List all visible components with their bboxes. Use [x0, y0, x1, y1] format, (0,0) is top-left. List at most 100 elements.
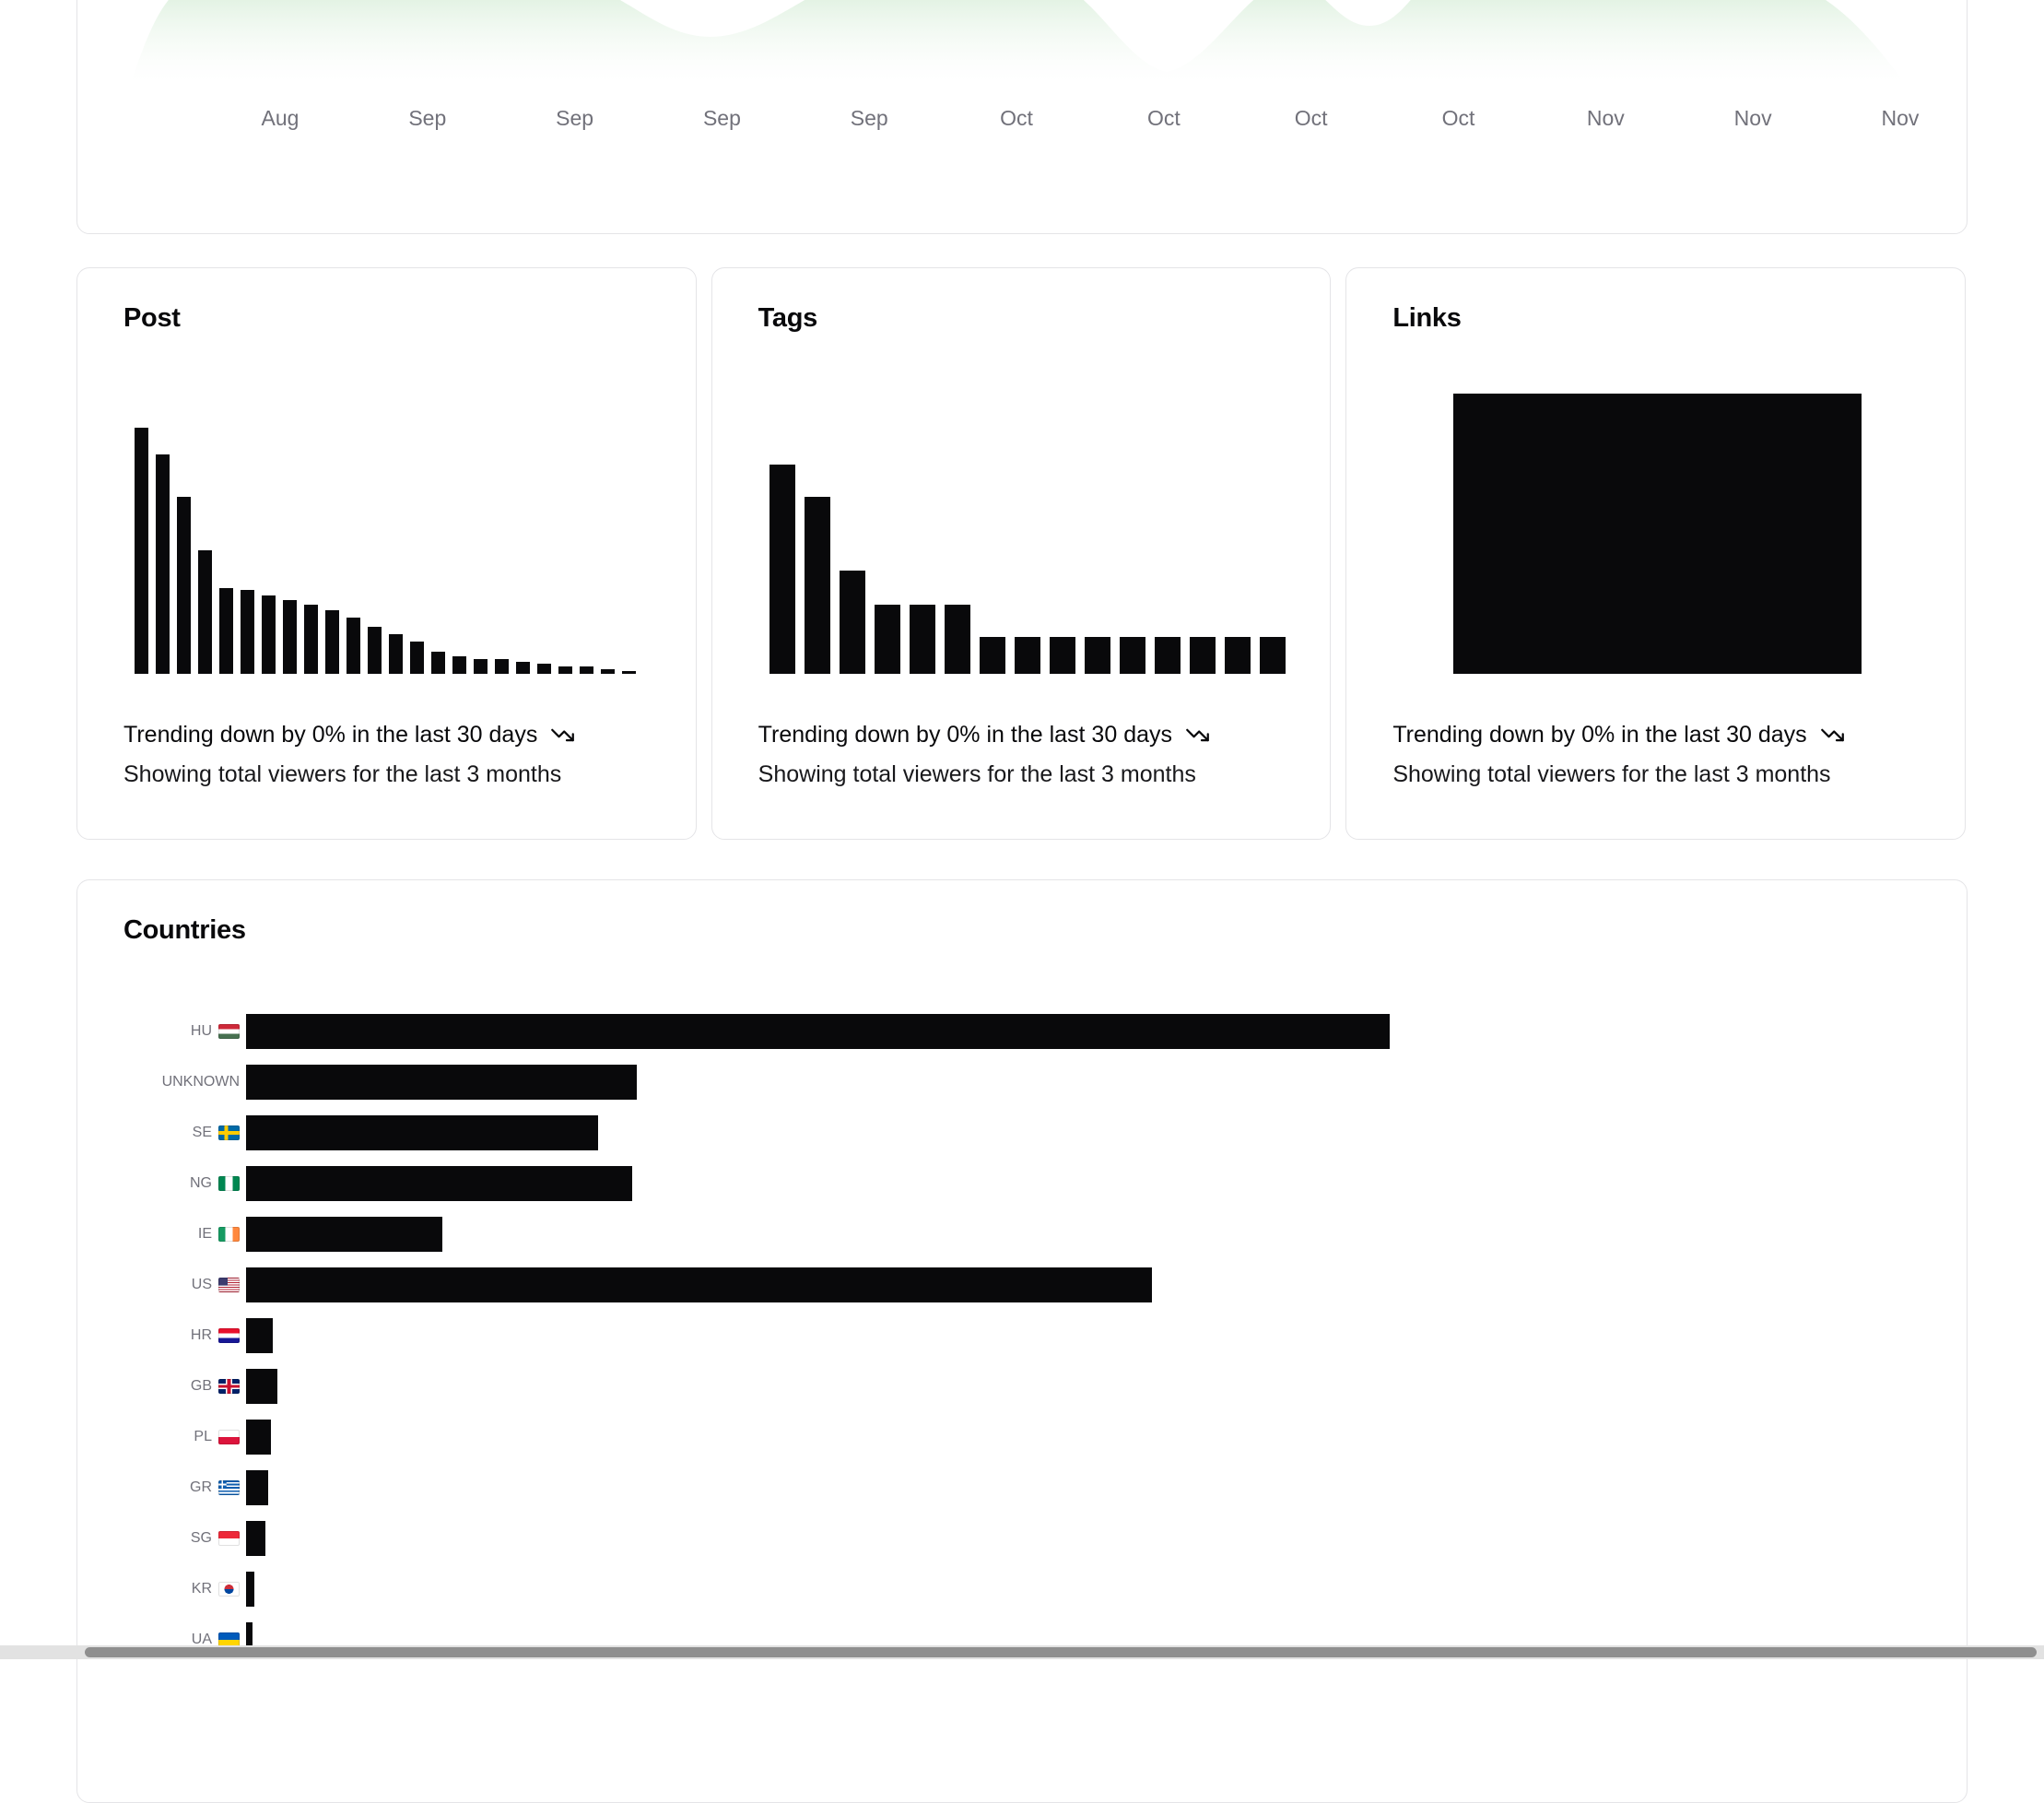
- country-code: PL: [194, 1429, 212, 1444]
- bar: [1049, 637, 1075, 674]
- country-bar: [246, 1369, 277, 1404]
- subtitle-text: Showing total viewers for the last 3 mon…: [1392, 761, 1831, 787]
- gr-flag-icon: [218, 1480, 240, 1495]
- country-code: HU: [190, 1023, 212, 1039]
- links-chart-block: [1453, 394, 1862, 674]
- country-row: NG: [123, 1166, 1930, 1201]
- x-axis-label: Sep: [556, 106, 594, 130]
- area-chart-series: [131, 0, 1904, 82]
- area-chart: [131, 0, 1904, 82]
- country-code: SE: [192, 1125, 212, 1140]
- x-axis-label: Oct: [1441, 106, 1475, 130]
- bar: [979, 637, 1005, 674]
- tags-card-caption: Trending down by 0% in the last 30 days …: [758, 722, 1303, 788]
- ie-flag-icon: [218, 1227, 240, 1242]
- horizontal-scrollbar[interactable]: [0, 1645, 2044, 1659]
- ua-flag-icon: [218, 1632, 240, 1647]
- bar: [452, 656, 466, 674]
- post-card: Post Trending down by 0% in the last 30 …: [76, 267, 697, 840]
- country-label: UNKNOWN: [123, 1074, 240, 1090]
- country-label: UA: [123, 1632, 240, 1648]
- bar: [1189, 637, 1216, 674]
- post-card-title: Post: [123, 303, 181, 333]
- bar: [516, 662, 530, 674]
- country-label: GR: [123, 1479, 240, 1496]
- trend-text: Trending down by 0% in the last 30 days: [1392, 722, 1807, 748]
- bar: [283, 600, 297, 674]
- countries-title: Countries: [123, 915, 246, 945]
- country-code: SG: [190, 1530, 212, 1546]
- trending-down-icon: [1820, 728, 1844, 742]
- bar: [909, 605, 935, 674]
- country-bar: [246, 1572, 254, 1607]
- bar: [1084, 637, 1110, 674]
- sg-flag-icon: [218, 1531, 240, 1546]
- country-row: GR: [123, 1470, 1930, 1505]
- links-card-title: Links: [1392, 303, 1462, 333]
- bar: [1224, 637, 1251, 674]
- country-code: UNKNOWN: [161, 1074, 240, 1090]
- bar: [474, 659, 488, 674]
- bar: [304, 605, 318, 674]
- country-code: GB: [190, 1378, 212, 1394]
- trend-text: Trending down by 0% in the last 30 days: [123, 722, 538, 748]
- country-row: IE: [123, 1217, 1930, 1252]
- country-code: US: [191, 1277, 212, 1292]
- trending-down-icon: [551, 728, 575, 742]
- gb-flag-icon: [218, 1379, 240, 1394]
- country-bar: [246, 1115, 598, 1150]
- bar: [1259, 637, 1286, 674]
- pl-flag-icon: [218, 1430, 240, 1444]
- x-axis-label: Oct: [1000, 106, 1033, 130]
- country-row: SE: [123, 1115, 1930, 1150]
- country-row: PL: [123, 1420, 1930, 1455]
- tags-bar-chart: [769, 425, 1286, 674]
- country-bar: [246, 1521, 265, 1556]
- post-card-caption: Trending down by 0% in the last 30 days …: [123, 722, 668, 788]
- country-code: NG: [190, 1175, 212, 1191]
- country-row: HR: [123, 1318, 1930, 1353]
- country-bar: [246, 1318, 273, 1353]
- country-label: PL: [123, 1429, 240, 1445]
- bar: [944, 605, 970, 674]
- hr-flag-icon: [218, 1328, 240, 1343]
- x-axis-label: Sep: [702, 106, 741, 130]
- x-axis-label: Oct: [1146, 106, 1181, 130]
- bar: [368, 627, 382, 674]
- tags-card: Tags Trending down by 0% in the last 30 …: [711, 267, 1332, 840]
- subtitle-text: Showing total viewers for the last 3 mon…: [758, 761, 1196, 787]
- country-bar: [246, 1065, 637, 1100]
- bar: [262, 595, 276, 674]
- stat-cards-row: Post Trending down by 0% in the last 30 …: [76, 267, 1966, 840]
- horizontal-scrollbar-thumb[interactable]: [85, 1647, 2037, 1657]
- bar: [410, 642, 424, 674]
- us-flag-icon: [218, 1278, 240, 1292]
- bar: [804, 497, 830, 674]
- country-row: UNKNOWN: [123, 1065, 1930, 1100]
- country-code: GR: [190, 1479, 212, 1495]
- x-axis-label: Nov: [1881, 106, 1920, 130]
- x-axis-labels: Aug Sep Sep Sep Sep Oct Oct Oct Oct Nov Nov Nov: [248, 106, 1932, 131]
- country-code: HR: [190, 1327, 212, 1343]
- bar: [839, 571, 865, 674]
- bar: [389, 634, 403, 674]
- x-axis-label: Sep: [408, 106, 447, 130]
- bar: [495, 659, 509, 674]
- countries-card: Countries HU UNKNOWN SE NG IE US HR GB PL GR SG KR U…: [76, 879, 1968, 1803]
- subtitle-text: Showing total viewers for the last 3 mon…: [123, 761, 562, 787]
- bar: [156, 454, 170, 674]
- country-label: HR: [123, 1327, 240, 1344]
- bar: [601, 669, 615, 674]
- country-bar: [246, 1420, 271, 1455]
- bar: [537, 664, 551, 674]
- ng-flag-icon: [218, 1176, 240, 1191]
- hu-flag-icon: [218, 1024, 240, 1039]
- country-row: SG: [123, 1521, 1930, 1556]
- trending-down-icon: [1186, 728, 1209, 742]
- country-bar: [246, 1166, 632, 1201]
- country-bar: [246, 1622, 253, 1657]
- bar: [219, 588, 233, 674]
- country-code: UA: [191, 1632, 212, 1647]
- bar: [580, 666, 593, 674]
- bar: [241, 590, 254, 674]
